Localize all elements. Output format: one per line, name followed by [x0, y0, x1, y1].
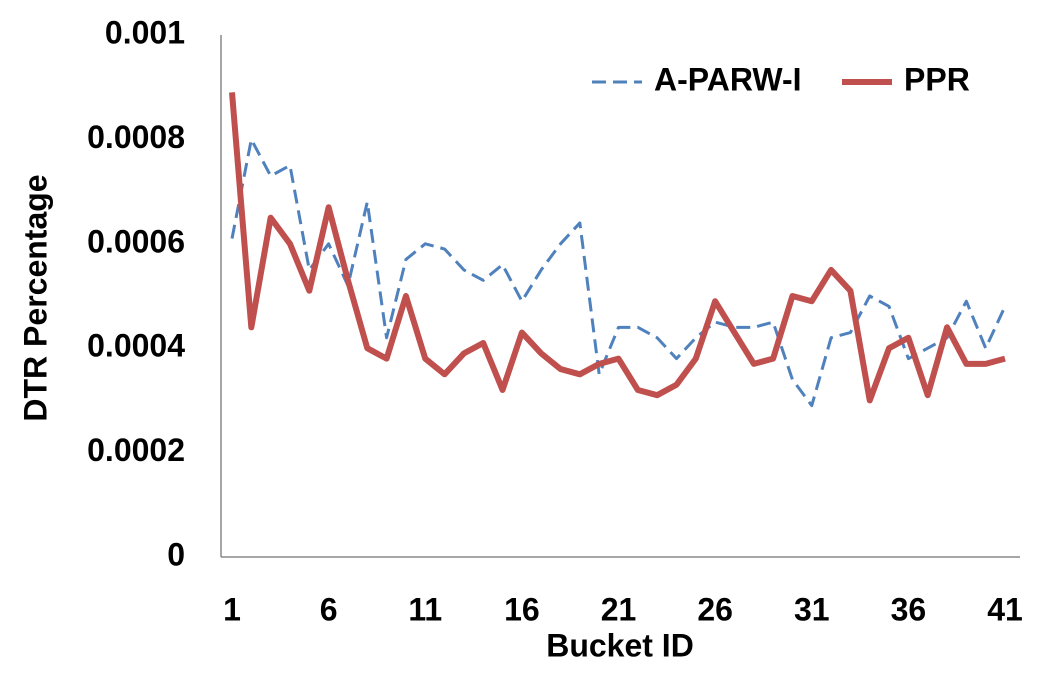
y-axis-title: DTR Percentage [17, 174, 53, 421]
y-tick-label: 0.0002 [87, 432, 185, 468]
y-tick-label: 0.001 [105, 14, 185, 50]
x-tick-label: 21 [601, 591, 637, 627]
y-tick-label: 0 [167, 536, 185, 572]
x-tick-label: 36 [891, 591, 927, 627]
x-tick-label: 41 [987, 591, 1023, 627]
y-tick-label: 0.0006 [87, 223, 185, 259]
x-tick-label: 11 [408, 591, 442, 627]
x-tick-label: 31 [794, 591, 830, 627]
data-line [229, 92, 1006, 404]
x-tick-label: 1 [223, 591, 241, 627]
x-tick-label: 16 [504, 591, 540, 627]
x-tick-label: 6 [320, 591, 338, 627]
y-tick-label: 0.0008 [87, 119, 185, 155]
y-tick-label: 0.0004 [87, 328, 185, 364]
x-tick-label: 26 [697, 591, 733, 627]
legend-label: A-PARW-I [654, 61, 801, 97]
x-axis-title: Bucket ID [546, 627, 694, 663]
data-line [230, 137, 1007, 408]
legend-label: PPR [904, 61, 970, 97]
